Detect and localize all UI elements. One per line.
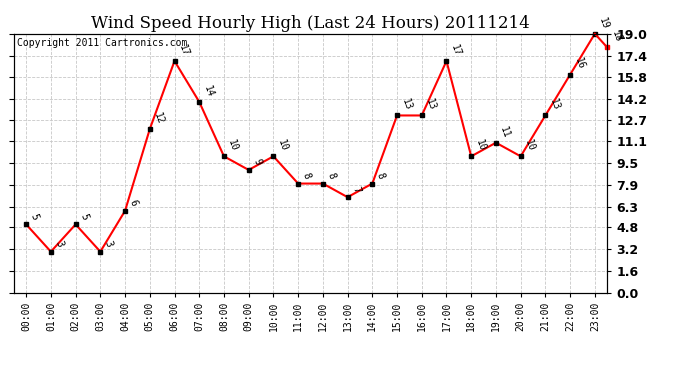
Text: 5: 5 xyxy=(29,212,40,221)
Text: 3: 3 xyxy=(53,239,65,248)
Text: 10: 10 xyxy=(276,138,289,153)
Text: 5: 5 xyxy=(78,212,90,221)
Text: Copyright 2011 Cartronics.com: Copyright 2011 Cartronics.com xyxy=(17,38,187,48)
Text: 10: 10 xyxy=(226,138,240,153)
Text: 13: 13 xyxy=(400,98,413,112)
Text: 14: 14 xyxy=(201,84,215,99)
Text: 7: 7 xyxy=(350,185,362,194)
Text: 17: 17 xyxy=(177,43,190,58)
Text: 8: 8 xyxy=(375,171,386,180)
Text: 12: 12 xyxy=(152,111,166,126)
Text: 13: 13 xyxy=(424,98,437,112)
Text: 8: 8 xyxy=(301,171,312,180)
Text: 16: 16 xyxy=(573,57,586,71)
Text: 11: 11 xyxy=(498,125,512,139)
Text: 6: 6 xyxy=(128,198,139,207)
Text: 3: 3 xyxy=(103,239,115,248)
Text: 9: 9 xyxy=(251,158,263,166)
Text: 19: 19 xyxy=(598,16,611,30)
Text: 10: 10 xyxy=(474,138,487,153)
Text: 13: 13 xyxy=(548,98,561,112)
Text: 18: 18 xyxy=(610,30,623,44)
Text: 10: 10 xyxy=(523,138,537,153)
Text: 17: 17 xyxy=(449,43,462,58)
Text: 8: 8 xyxy=(326,171,337,180)
Title: Wind Speed Hourly High (Last 24 Hours) 20111214: Wind Speed Hourly High (Last 24 Hours) 2… xyxy=(91,15,530,32)
